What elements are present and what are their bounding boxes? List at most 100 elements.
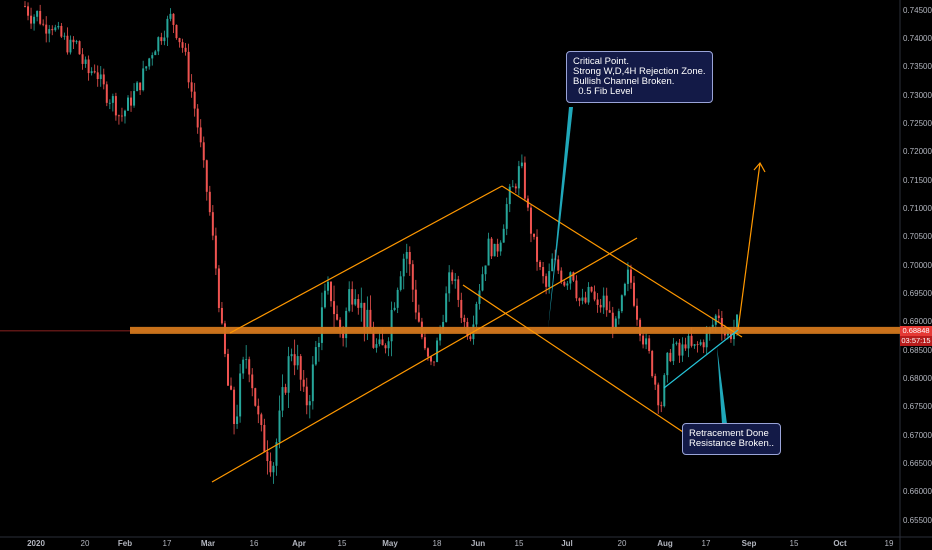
candle-body (75, 41, 78, 43)
candle-body (593, 291, 596, 300)
time-tick-label: Apr (292, 539, 306, 548)
candle-body (523, 162, 526, 199)
last-price-value: 0.68848 (902, 325, 930, 335)
candle-body (233, 389, 236, 424)
candle-body (36, 10, 39, 17)
candle-body (33, 16, 36, 24)
candle-body (311, 364, 314, 402)
candle-body (48, 29, 51, 34)
candle-body (72, 39, 75, 43)
candle-body (345, 310, 348, 339)
candle-body (736, 314, 738, 329)
projection-arrow-head (753, 161, 766, 173)
price-tick-label: 0.67000 (903, 430, 932, 440)
candle-body (375, 344, 378, 348)
candle-body (505, 204, 508, 229)
price-tick-label: 0.73000 (903, 90, 932, 100)
candle-body (160, 37, 163, 42)
countdown-label: 03:57:15 (900, 335, 932, 346)
candle-body (302, 379, 305, 387)
candle-body (54, 27, 57, 31)
candle-body (408, 252, 411, 265)
candle-body (587, 286, 590, 303)
candle-body (632, 282, 635, 306)
candle-body (39, 10, 42, 24)
candle-body (281, 387, 284, 411)
candle-body (517, 166, 520, 189)
candle-body (569, 272, 572, 284)
candle-body (133, 91, 136, 106)
candle-body (675, 342, 678, 344)
candle-body (357, 299, 360, 308)
candle-body (278, 410, 281, 443)
time-tick-label: 18 (432, 539, 442, 548)
candle-body (245, 359, 248, 361)
candle-body (308, 401, 311, 406)
candle-body (111, 96, 114, 103)
candle-body (405, 252, 408, 259)
candle-body (414, 289, 417, 313)
candle-body (42, 23, 45, 25)
candle-body (657, 384, 660, 406)
candle-body (320, 307, 323, 343)
candle-body (711, 324, 714, 328)
candle-body (457, 279, 460, 300)
candle-body (502, 228, 505, 243)
candle-body (723, 332, 726, 336)
candle-body (287, 356, 290, 393)
price-tick-label: 0.66500 (903, 459, 932, 469)
candle-body (451, 272, 454, 281)
candle-body (127, 97, 130, 111)
time-tick-label: Jul (561, 539, 573, 548)
time-tick-label: 15 (789, 539, 799, 548)
time-tick-label: 15 (337, 539, 347, 548)
candle-body (284, 387, 287, 393)
time-tick-label: 15 (514, 539, 524, 548)
candle-body (687, 335, 690, 349)
candle-body (581, 297, 584, 301)
candle-body (348, 289, 351, 311)
candle-body (636, 305, 639, 320)
price-tick-label: 0.67500 (903, 402, 932, 412)
candle-body (411, 264, 414, 290)
drawings-group (0, 107, 900, 483)
candle-body (142, 68, 145, 91)
retracement-note[interactable]: Retracement Done Resistance Broken.. (682, 423, 782, 455)
candle-body (454, 279, 457, 281)
candle-body (384, 345, 387, 349)
candle-body (720, 317, 723, 333)
projection-arrow-line (737, 162, 761, 331)
candle-body (166, 18, 169, 38)
critical-note-pointer (548, 107, 573, 330)
price-tick-label: 0.68000 (903, 374, 932, 384)
candle-body (623, 283, 626, 296)
time-tick-label: 19 (884, 539, 894, 548)
candle-body (330, 281, 333, 302)
time-tick-label: Feb (117, 539, 133, 548)
candle-body (654, 376, 657, 385)
last-price-label: 0.68848 (900, 325, 932, 336)
candle-body (681, 344, 684, 356)
rising-trendline (663, 329, 739, 389)
candle-body (226, 353, 229, 386)
candle-body (545, 276, 548, 287)
candle-body (239, 373, 242, 417)
candle-body (705, 332, 708, 348)
candle-body (214, 235, 217, 269)
candle-body (69, 39, 72, 53)
candle-body (57, 25, 60, 28)
candle-body (184, 47, 187, 52)
candle-body (60, 25, 63, 37)
candle-body (87, 59, 90, 74)
critical-point-note[interactable]: Critical Point. Strong W,D,4H Rejection … (566, 51, 713, 103)
candle-body (563, 281, 566, 286)
candle-body (93, 71, 96, 73)
candle-body (551, 258, 554, 272)
candle-body (626, 269, 629, 284)
candle-body (169, 13, 172, 19)
candle-body (557, 259, 560, 271)
time-tick-label: Mar (200, 539, 216, 548)
candle-body (433, 361, 436, 363)
support-zone-band (130, 326, 900, 334)
